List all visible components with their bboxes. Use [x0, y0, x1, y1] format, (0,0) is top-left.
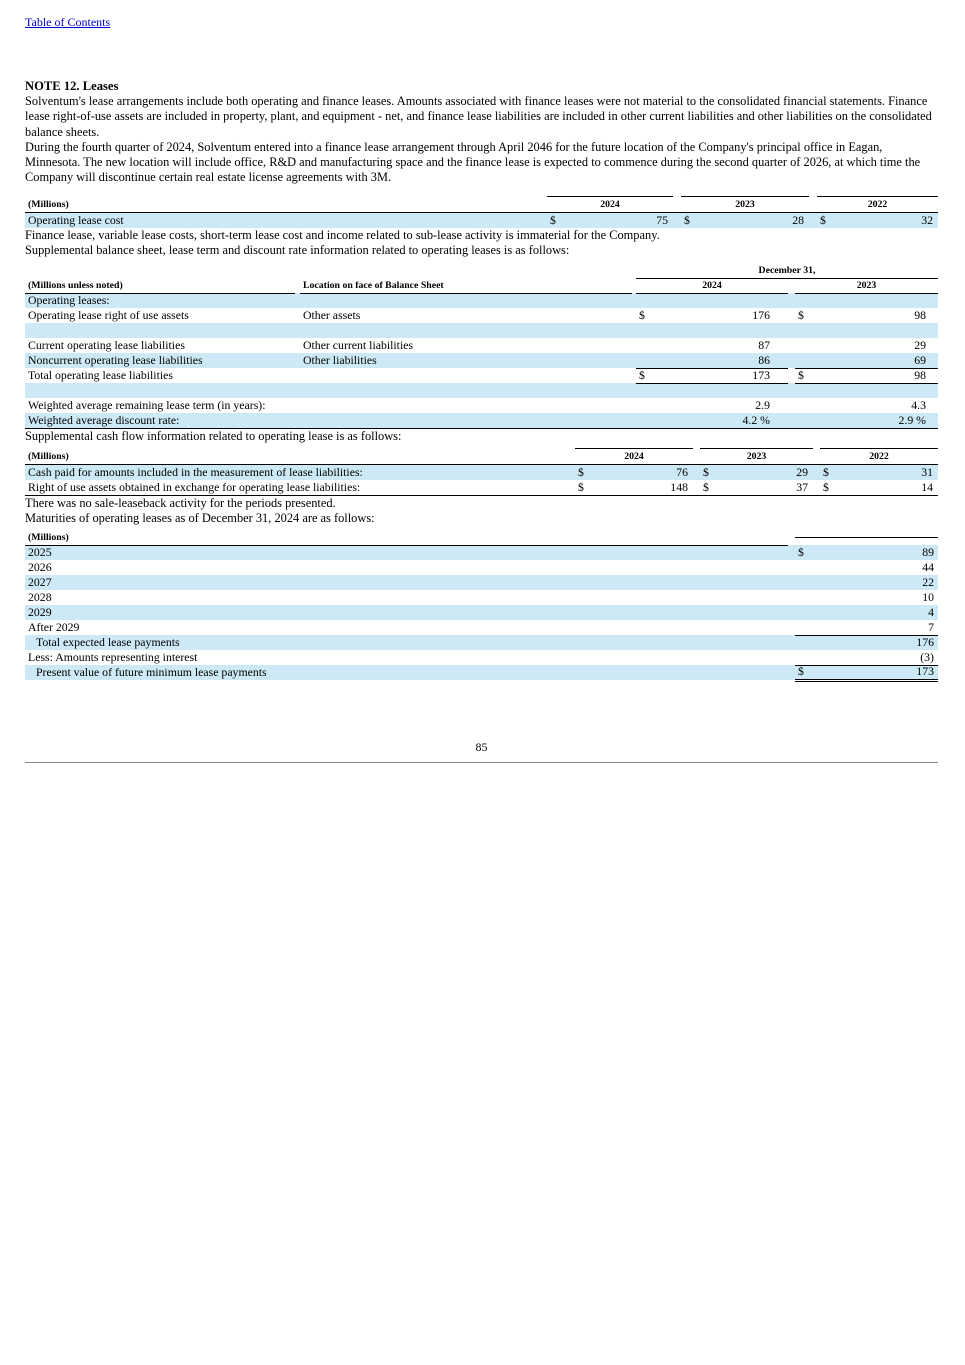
toc-row: Table of Contents [25, 0, 938, 30]
date-header-row: December 31, [25, 263, 938, 280]
paragraph-lease-intro: Solventum's lease arrangements include b… [25, 94, 932, 139]
value-2023: 2.9 % [898, 413, 926, 428]
table-row-lease-term: Weighted average remaining lease term (i… [25, 398, 938, 413]
value-2024: 86 [636, 353, 788, 369]
value-2024: 87 [758, 338, 770, 353]
page-number: 85 [475, 740, 488, 755]
year-header-2023: 2023 [681, 196, 809, 212]
value: 4 [928, 605, 934, 620]
paragraph-maturities: Maturities of operating leases as of Dec… [25, 510, 375, 525]
unit-header: (Millions) [28, 198, 69, 210]
table-header-row: (Millions) [25, 530, 938, 546]
maturities-table: (Millions) 2025 $89 2026 44 2027 22 2028… [25, 530, 938, 682]
value: 176 [916, 635, 934, 650]
year-header-2024: 2024 [547, 196, 673, 212]
value-2023: $98 [798, 308, 926, 323]
value-2022: $31 [823, 464, 933, 479]
value-2024: $173 [636, 368, 788, 384]
table-row-discount-rate: Weighted average discount rate: 4.2 % 2.… [25, 413, 938, 430]
value-2024: $176 [639, 308, 770, 323]
paragraph-immaterial: Finance lease, variable lease costs, sho… [25, 227, 660, 242]
value: 10 [922, 590, 934, 605]
note-title: NOTE 12. Leases [25, 79, 119, 93]
operating-lease-cost-table: (Millions) 2024 2023 2022 Operating leas… [25, 196, 938, 228]
table-row-cash-paid: Cash paid for amounts included in the me… [25, 464, 938, 480]
table-header-row: (Millions) 2024 2023 2022 [25, 448, 938, 465]
table-header-row: (Millions) 2024 2023 2022 [25, 196, 938, 213]
year-header-2023: 2023 [795, 278, 938, 294]
value-2023: $29 [703, 464, 808, 479]
year-header-2024: 2024 [575, 448, 693, 464]
table-row-total-liabilities: Total operating lease liabilities $173 $… [25, 368, 938, 384]
value: 44 [922, 560, 934, 575]
table-row-present-value: Present value of future minimum lease pa… [25, 664, 938, 682]
section-row-operating-leases: Operating leases: [25, 293, 938, 309]
value: 7 [795, 620, 938, 636]
value-2023: $98 [795, 368, 938, 384]
december-31-header: December 31, [636, 263, 938, 280]
value: 22 [922, 575, 934, 590]
paragraph-supplemental-bs: Supplemental balance sheet, lease term a… [25, 243, 570, 258]
table-row-rou-assets: Operating lease right of use assets Othe… [25, 308, 938, 323]
table-row-2029: 2029 4 [25, 605, 938, 621]
document-page: Table of Contents NOTE 12. Leases Solven… [25, 0, 938, 764]
unit-header: (Millions) [28, 450, 69, 462]
paragraph-no-saleleaseback: There was no sale-leaseback activity for… [25, 495, 336, 510]
value-2023: 69 [795, 353, 938, 369]
year-header-2024: 2024 [636, 278, 788, 294]
year-header-2023: 2023 [700, 448, 813, 464]
table-row-2026: 2026 44 [25, 560, 938, 575]
table-row-2025: 2025 $89 [25, 545, 938, 561]
table-header-row: (Millions unless noted) Location on face… [25, 278, 938, 294]
value-2022: $14 [823, 479, 933, 494]
footer-divider [25, 762, 938, 764]
value-2022: $32 [820, 212, 933, 227]
cash-flow-table: (Millions) 2024 2023 2022 Cash paid for … [25, 448, 938, 496]
row-label: Operating lease cost [28, 212, 124, 227]
value-2023: $37 [703, 479, 808, 494]
table-row-total-payments: Total expected lease payments 176 [25, 635, 938, 651]
table-row: Operating lease cost $75 $28 $32 [25, 212, 938, 228]
value: $173 [795, 664, 938, 682]
table-row-current-liabilities: Current operating lease liabilities Othe… [25, 338, 938, 353]
value-2023: 29 [914, 338, 926, 353]
value-2024: $148 [578, 479, 688, 494]
value-2024: 2.9 [755, 398, 770, 413]
location-header: Location on face of Balance Sheet [300, 278, 632, 294]
value: $89 [798, 545, 934, 560]
spacer-row [25, 323, 938, 339]
paragraph-supplemental-cf: Supplemental cash flow information relat… [25, 429, 402, 444]
year-header-2022: 2022 [820, 448, 938, 464]
table-row-rou-obtained: Right of use assets obtained in exchange… [25, 480, 938, 496]
value-2023: $28 [684, 212, 804, 227]
balance-sheet-table: December 31, (Millions unless noted) Loc… [25, 263, 938, 430]
table-of-contents-link[interactable]: Table of Contents [25, 15, 111, 29]
value-2024: $76 [578, 464, 688, 479]
value-2024: $75 [550, 212, 668, 227]
value: (3) [795, 650, 938, 666]
unit-header: (Millions) [25, 530, 788, 546]
spacer-row [25, 383, 938, 399]
paragraph-finance-lease-q4: During the fourth quarter of 2024, Solve… [25, 139, 921, 185]
table-row-after-2029: After 2029 7 [25, 620, 938, 636]
table-row-less-interest: Less: Amounts representing interest (3) [25, 650, 938, 666]
value-2023: 4.3 [911, 398, 926, 413]
year-header-2022: 2022 [817, 196, 938, 212]
table-row-2027: 2027 22 [25, 575, 938, 591]
unit-header: (Millions unless noted) [25, 278, 295, 294]
table-row-noncurrent-liabilities: Noncurrent operating lease liabilities O… [25, 353, 938, 369]
value-2024: 4.2 % [742, 413, 770, 428]
table-row-2028: 2028 10 [25, 590, 938, 605]
